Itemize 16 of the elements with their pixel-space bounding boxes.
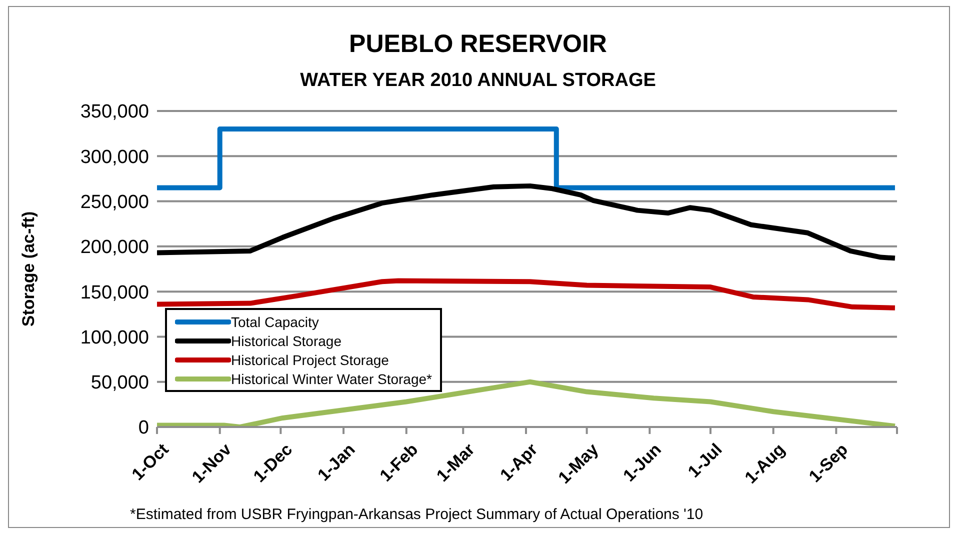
chart-title: PUEBLO RESERVOIR	[348, 30, 608, 59]
legend-label: Historical Storage	[231, 332, 342, 348]
y-tick-label: 150,000	[80, 282, 149, 304]
legend-label: Historical Winter Water Storage*	[231, 370, 432, 386]
y-tick-label: 50,000	[90, 372, 149, 394]
y-tick-label: 250,000	[80, 192, 149, 214]
legend-label: Total Capacity	[231, 314, 319, 330]
chart-subtitle: WATER YEAR 2010 ANNUAL STORAGE	[299, 70, 657, 92]
legend-label: Historical Project Storage	[231, 352, 389, 368]
y-tick-label: 350,000	[80, 102, 149, 123]
y-tick-label: 100,000	[80, 327, 149, 348]
y-tick-label: 0	[138, 418, 149, 439]
y-axis-title: Storage (ac-ft)	[19, 211, 38, 327]
y-tick-label: 200,000	[80, 237, 149, 258]
y-tick-label: 300,000	[80, 146, 149, 168]
text: *Estimated from USBR Fryingpan-Arkansas Project Summary of Actual Operations '10	[130, 506, 704, 523]
